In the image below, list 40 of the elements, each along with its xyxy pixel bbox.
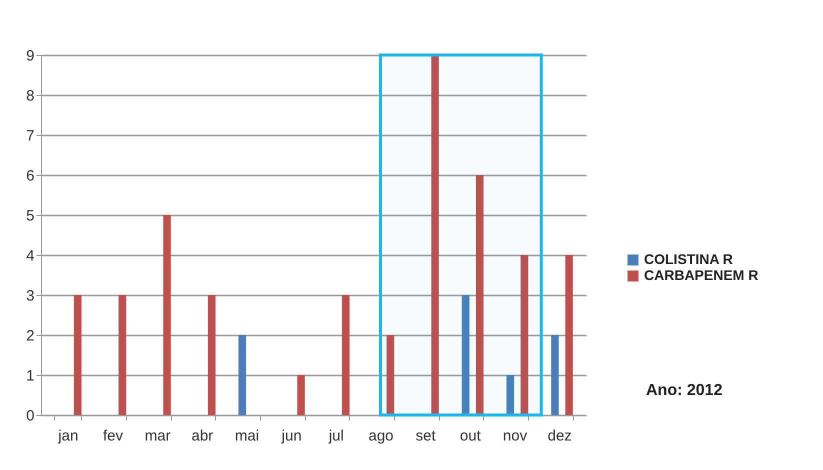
x-tick-label: dez [548, 428, 572, 444]
bar [208, 295, 216, 415]
x-tick-label: jan [57, 428, 78, 444]
y-tick-label: 9 [26, 48, 34, 64]
x-tick-label: nov [502, 428, 528, 444]
x-tick-label: jul [328, 428, 344, 444]
y-tick-label: 5 [26, 208, 34, 224]
y-tick-label: 2 [26, 328, 34, 344]
y-tick-label: 7 [26, 128, 34, 144]
bar [431, 55, 439, 415]
y-tick-label: 4 [26, 248, 34, 264]
bar [163, 215, 171, 415]
bar [520, 255, 528, 415]
y-tick-label: 1 [26, 368, 34, 384]
bar [462, 295, 470, 415]
y-tick-label: 6 [26, 168, 34, 184]
y-tick-label: 8 [26, 88, 34, 104]
x-tick-label: ago [368, 428, 394, 444]
x-tick-label: mar [144, 428, 171, 444]
bar [342, 295, 350, 415]
bar [118, 295, 126, 415]
bar [506, 375, 514, 415]
text: Ano: 2012 [646, 382, 723, 399]
y-tick-label: 3 [26, 288, 34, 304]
x-tick-label: set [416, 428, 437, 444]
x-tick-label: abr [191, 428, 214, 444]
bar [386, 335, 394, 415]
bar [74, 295, 82, 415]
x-tick-label: mai [234, 428, 260, 444]
bar [551, 335, 559, 415]
y-tick-label: 0 [26, 408, 34, 424]
legend-label: COLISTINA R [644, 251, 733, 267]
bar [476, 175, 484, 415]
x-tick-label: fev [102, 428, 124, 444]
bar [565, 255, 573, 415]
bar [297, 375, 305, 415]
x-tick-label: out [460, 428, 482, 444]
legend-label: CARBAPENEM R [644, 267, 758, 283]
x-tick-label: jun [280, 428, 302, 444]
bar [238, 335, 246, 415]
